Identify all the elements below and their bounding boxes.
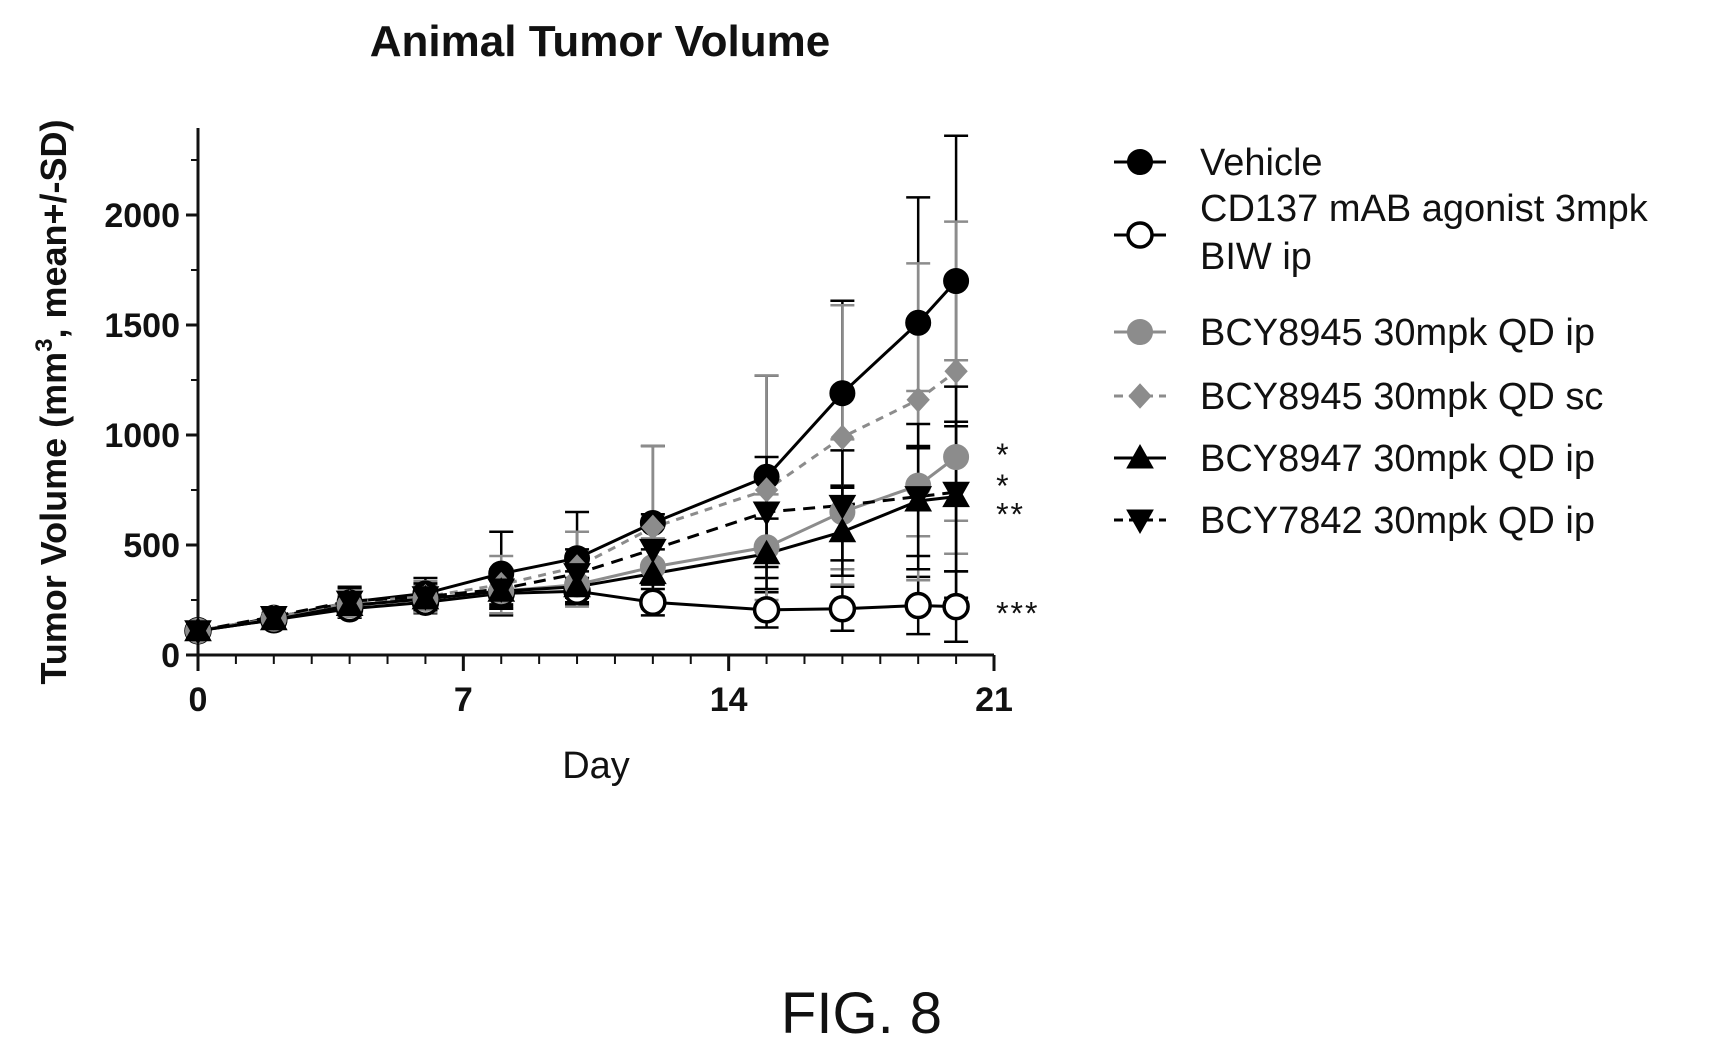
data-point	[828, 517, 857, 543]
data-point	[906, 387, 930, 413]
data-point	[563, 563, 591, 588]
legend-marker	[1127, 319, 1153, 345]
legend-label: BCY8947 30mpk QD ip	[1200, 438, 1595, 480]
data-point	[335, 590, 364, 616]
legend-label: BCY8945 30mpk QD sc	[1200, 376, 1603, 418]
data-point	[904, 486, 933, 511]
y-tick-label: 500	[123, 527, 180, 565]
data-point	[487, 578, 516, 604]
x-axis-label: Day	[562, 745, 630, 787]
legend-label: BIW ip	[1200, 236, 1312, 278]
axes: 0 500 1000 1500 2000 0 7 14 21	[104, 128, 1013, 719]
data-point	[943, 444, 970, 470]
data-point	[639, 538, 667, 564]
data-point	[411, 586, 440, 611]
data-point	[259, 606, 288, 631]
data-point	[943, 268, 970, 294]
x-tick-label: 7	[454, 681, 473, 719]
x-tick-label: 14	[710, 681, 748, 719]
data-point	[829, 380, 856, 407]
y-axis-label-tail: , mean+/-SD)	[33, 119, 74, 338]
data-point	[752, 596, 781, 624]
data-point	[942, 592, 970, 621]
x-tick-label: 0	[189, 681, 208, 719]
data-point	[639, 588, 667, 616]
legend-marker	[1126, 221, 1154, 249]
y-tick-label: 1000	[104, 417, 180, 455]
legend-label: BCY8945 30mpk QD ip	[1200, 312, 1595, 354]
legend-label: BCY7842 30mpk QD ip	[1200, 500, 1595, 542]
y-tick-label: 1500	[104, 307, 180, 345]
data-point	[184, 620, 212, 645]
significance-mark: **	[996, 497, 1025, 533]
legend-label: Vehicle	[1200, 142, 1323, 184]
data-point	[905, 309, 932, 336]
data-point	[942, 481, 970, 507]
data-point	[830, 424, 855, 450]
chart-title: Animal Tumor Volume	[370, 17, 830, 66]
data-point	[752, 501, 781, 527]
legend-marker	[1126, 443, 1154, 469]
data-point	[944, 358, 968, 384]
legend-label: CD137 mAB agonist 3mpk	[1200, 188, 1649, 230]
data-point	[752, 539, 781, 565]
chart: Animal Tumor Volume Tumor Volume (mm3, m…	[31, 17, 1649, 787]
significance-annotations: *******	[996, 437, 1039, 632]
significance-mark: ***	[996, 596, 1039, 632]
legend-marker	[1126, 509, 1154, 535]
y-axis-label-sup: 3	[31, 339, 58, 352]
data-point	[828, 494, 857, 520]
data-points	[184, 268, 970, 645]
data-point	[639, 559, 667, 585]
x-tick-label: 21	[975, 681, 1013, 719]
y-tick-label: 0	[161, 637, 180, 675]
legend-marker	[1128, 383, 1152, 409]
y-axis-label: Tumor Volume (mm3, mean+/-SD)	[31, 119, 74, 684]
series-line	[197, 370, 957, 633]
legend-marker	[1127, 149, 1153, 175]
y-axis-label-main: Tumor Volume (mm	[33, 352, 74, 685]
figure-label: FIG. 8	[780, 981, 943, 1046]
data-point	[904, 591, 932, 620]
significance-mark: *	[996, 468, 1010, 504]
y-tick-label: 2000	[104, 197, 180, 235]
significance-mark: *	[996, 437, 1010, 473]
data-point	[828, 595, 857, 623]
